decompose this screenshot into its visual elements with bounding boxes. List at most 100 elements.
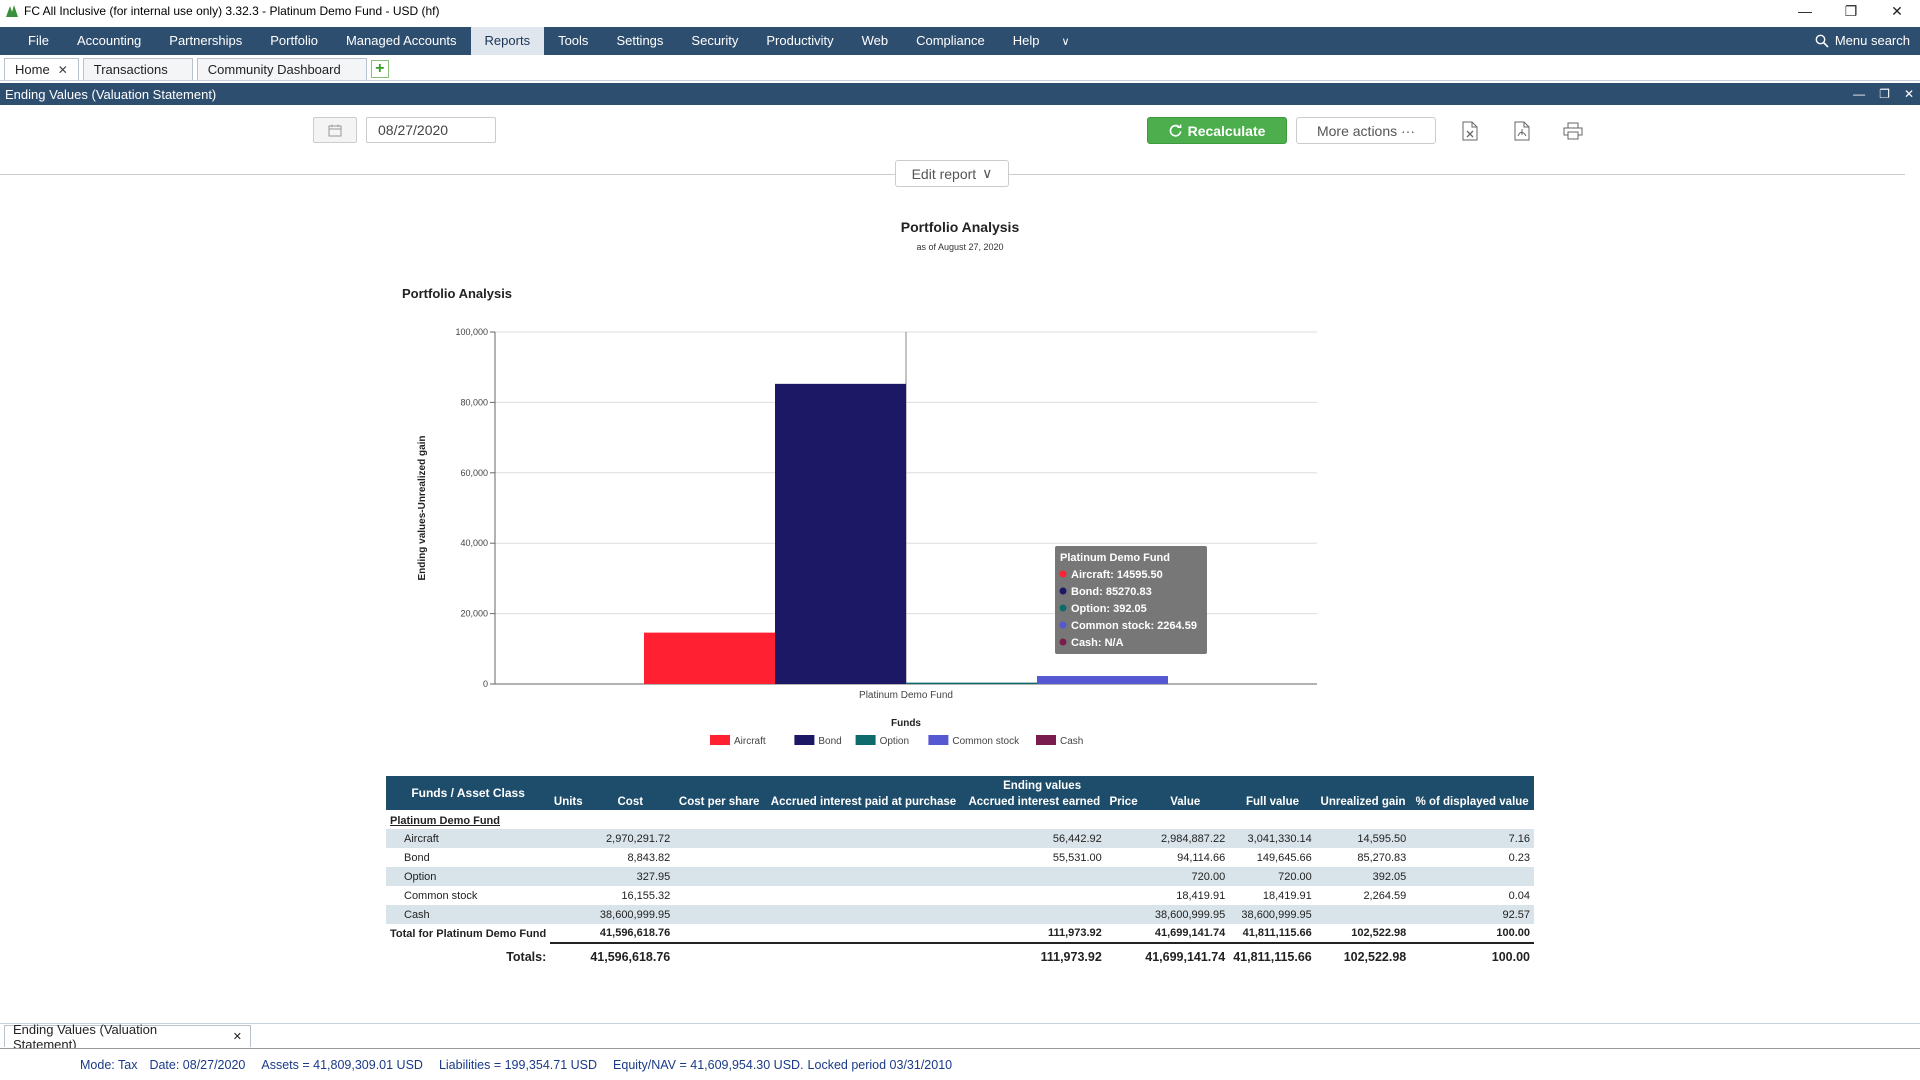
tooltip-line: Cash: N/A bbox=[1071, 637, 1124, 649]
calendar-icon bbox=[328, 124, 342, 136]
table-row[interactable]: Bond 8,843.82 55,531.00 94,114.66 149,645.66… bbox=[386, 848, 1534, 867]
cell-aipp bbox=[764, 905, 963, 924]
menu-productivity[interactable]: Productivity bbox=[766, 33, 834, 48]
print-icon[interactable] bbox=[1563, 120, 1583, 142]
col-accrued-interest-paid[interactable]: Accrued interest paid at purchase bbox=[764, 794, 963, 810]
y-tick-label: 100,000 bbox=[455, 327, 488, 337]
total-aie: 111,973.92 bbox=[962, 924, 1106, 944]
minimize-icon[interactable]: — bbox=[1798, 3, 1812, 19]
cell-pct: 0.23 bbox=[1508, 851, 1530, 864]
cell-aie: 55,531.00 bbox=[1052, 851, 1102, 864]
tab-community-dashboard[interactable]: Community Dashboard bbox=[196, 58, 367, 80]
cell-price bbox=[1106, 848, 1141, 867]
menu-tools[interactable]: Tools bbox=[558, 33, 589, 48]
export-excel-icon[interactable] bbox=[1460, 120, 1480, 142]
cell-price bbox=[1105, 905, 1142, 924]
col-unrealized-gain[interactable]: Unrealized gain bbox=[1315, 794, 1411, 810]
total-empty bbox=[1105, 924, 1142, 944]
col-value[interactable]: Value bbox=[1141, 794, 1230, 810]
table-row[interactable]: Cash 38,600,999.95 38,600,999.95 38,600,999… bbox=[386, 905, 1534, 924]
menu-file[interactable]: File bbox=[28, 33, 49, 48]
legend-label: Cash bbox=[1060, 736, 1083, 747]
menu-overflow-icon[interactable]: ∨ bbox=[1061, 35, 1070, 48]
col-pct-displayed[interactable]: % of displayed value bbox=[1410, 794, 1534, 810]
table-row[interactable]: Common stock 16,155.32 18,419.91 18,419.91 2… bbox=[386, 886, 1534, 905]
tab-transactions[interactable]: Transactions bbox=[82, 58, 193, 80]
col-cost[interactable]: Cost bbox=[586, 794, 675, 810]
fund-group-label[interactable]: Platinum Demo Fund bbox=[390, 814, 500, 827]
panel-close-icon[interactable]: ✕ bbox=[1903, 87, 1914, 101]
cell-units bbox=[550, 886, 586, 905]
cell-cost: 327.95 bbox=[586, 867, 675, 886]
cell-full: 38,600,999.95 bbox=[1229, 905, 1316, 924]
menu-accounting[interactable]: Accounting bbox=[76, 33, 142, 48]
table-row[interactable]: Option 327.95 720.00 720.00 392.05 bbox=[386, 867, 1534, 886]
menu-settings[interactable]: Settings bbox=[616, 33, 664, 48]
calendar-button[interactable] bbox=[313, 117, 357, 143]
menu-reports[interactable]: Reports bbox=[470, 27, 545, 55]
tooltip-dot bbox=[1059, 587, 1067, 595]
col-cost-per-share[interactable]: Cost per share bbox=[674, 794, 765, 810]
col-price[interactable]: Price bbox=[1105, 794, 1142, 810]
cell-price bbox=[1105, 829, 1142, 848]
report-toolbar: Recalculate More actions ··· bbox=[0, 108, 1920, 152]
close-icon[interactable]: ✕ bbox=[1891, 2, 1903, 19]
report-date-input[interactable] bbox=[366, 117, 496, 143]
status-locked-period: Locked period 03/31/2010 bbox=[807, 1057, 953, 1072]
menu-search-label: Menu search bbox=[1834, 33, 1910, 48]
cell-value: 2,984,887.22 bbox=[1141, 829, 1230, 848]
tab-ending-values[interactable]: Ending Values (Valuation Statement) ✕ bbox=[4, 1022, 251, 1052]
close-icon[interactable]: ✕ bbox=[232, 1031, 242, 1043]
cell-value: 18,419.91 bbox=[1176, 889, 1226, 902]
export-pdf-icon[interactable] bbox=[1512, 120, 1532, 142]
cell-units bbox=[550, 848, 586, 867]
total-empty bbox=[764, 924, 963, 944]
menu-help[interactable]: Help bbox=[1012, 33, 1040, 48]
recalculate-button[interactable]: Recalculate bbox=[1147, 117, 1287, 144]
menu-portfolio[interactable]: Portfolio bbox=[270, 33, 318, 48]
tab-home[interactable]: Home ✕ bbox=[4, 58, 79, 80]
more-actions-button[interactable]: More actions ··· bbox=[1296, 117, 1436, 144]
col-funds-asset-class[interactable]: Funds / Asset Class bbox=[386, 776, 551, 810]
panel-minimize-icon[interactable]: — bbox=[1853, 87, 1866, 101]
col-units[interactable]: Units bbox=[550, 794, 587, 810]
tooltip-dot bbox=[1059, 638, 1067, 646]
col-full-value[interactable]: Full value bbox=[1229, 794, 1316, 810]
menu-compliance[interactable]: Compliance bbox=[916, 33, 985, 48]
status-mode: Mode: Tax bbox=[80, 1057, 138, 1072]
tooltip-box bbox=[1055, 546, 1207, 654]
legend-swatch bbox=[794, 735, 815, 745]
y-tick-label: 60,000 bbox=[460, 468, 488, 478]
panel-restore-icon[interactable]: ❐ bbox=[1879, 87, 1890, 101]
cell-cps bbox=[674, 848, 764, 867]
app-logo-icon bbox=[6, 5, 18, 17]
chart-heading: Portfolio Analysis bbox=[402, 286, 513, 301]
add-tab-icon[interactable]: + bbox=[370, 60, 389, 78]
cell-value: 720.00 bbox=[1141, 867, 1230, 886]
cell-pct bbox=[1410, 867, 1534, 886]
edit-report-button[interactable]: Edit report ∨ bbox=[895, 160, 1009, 187]
total-pct: 100.00 bbox=[1491, 950, 1530, 964]
col-accrued-interest-earned[interactable]: Accrued interest earned bbox=[962, 794, 1106, 810]
cell-cps bbox=[674, 886, 764, 905]
cell-units bbox=[550, 829, 587, 848]
search-icon bbox=[1815, 34, 1829, 48]
table-row[interactable]: Aircraft 2,970,291.72 56,442.92 2,984,887.2… bbox=[386, 829, 1534, 848]
cell-value: 94,114.66 bbox=[1177, 851, 1226, 864]
cell-cost: 38,600,999.95 bbox=[586, 905, 675, 924]
restore-icon[interactable]: ❐ bbox=[1844, 2, 1858, 19]
total-empty bbox=[1106, 943, 1141, 966]
menu-managed-accounts[interactable]: Managed Accounts bbox=[345, 33, 457, 48]
menu-partnerships[interactable]: Partnerships bbox=[169, 33, 243, 48]
menu-security[interactable]: Security bbox=[691, 33, 739, 48]
total-cost: 41,596,618.76 bbox=[590, 950, 671, 964]
cell-full: 720.00 bbox=[1229, 867, 1316, 886]
cell-ugain: 392.05 bbox=[1315, 867, 1411, 886]
cell-aipp bbox=[764, 848, 963, 867]
menu-web[interactable]: Web bbox=[861, 33, 889, 48]
close-icon[interactable]: ✕ bbox=[57, 62, 68, 77]
asset-class-cell: Bond bbox=[404, 851, 430, 864]
total-label: Total for Platinum Demo Fund bbox=[390, 927, 547, 940]
portfolio-chart: 0 20,000 40,000 60,000 80,000 100,000 Platinum… bbox=[417, 327, 1317, 747]
menu-search-button[interactable]: Menu search bbox=[1815, 27, 1910, 55]
